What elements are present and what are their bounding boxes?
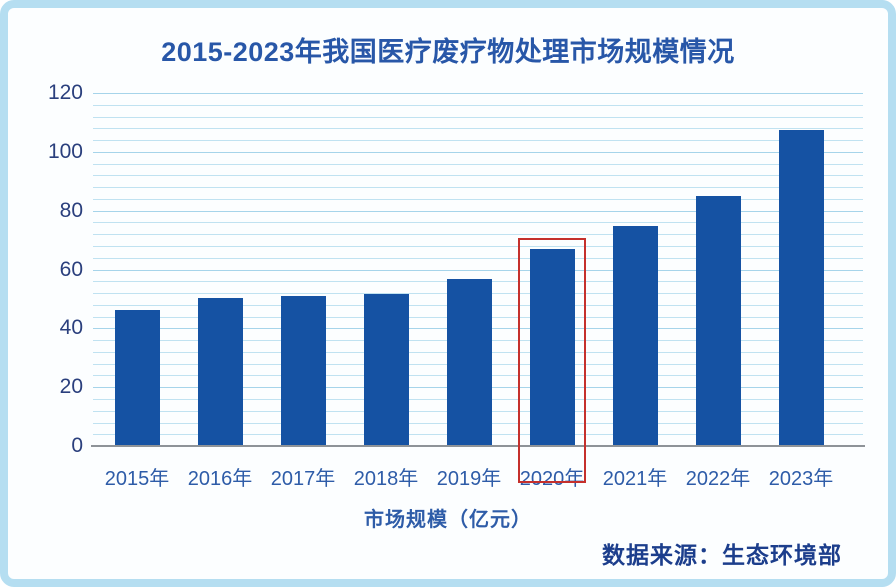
gridline (93, 198, 863, 200)
gridline (93, 163, 863, 165)
y-tick-label: 80 (59, 198, 83, 222)
bar-2020年 (529, 249, 575, 445)
x-tick-label: 2020年 (519, 468, 585, 490)
y-tick-label: 40 (59, 316, 83, 340)
y-tick-label: 100 (47, 139, 83, 163)
x-tick-label: 2019年 (436, 468, 502, 490)
data-source-note: 数据来源：生态环境部 (602, 542, 842, 568)
bar-2021年 (612, 225, 658, 445)
x-tick-label: 2021年 (602, 468, 668, 490)
x-tick-label: 2015年 (104, 468, 170, 490)
x-tick-label: 2022年 (685, 468, 751, 490)
x-tick-label: 2023年 (768, 468, 834, 490)
highlight-box-2020年 (518, 238, 586, 483)
y-tick-label: 20 (59, 375, 83, 399)
bar-2015年 (114, 309, 160, 445)
x-tick-label: 2017年 (270, 468, 336, 490)
bar-2022年 (695, 196, 741, 445)
chart-title: 2015-2023年我国医疗废疗物处理市场规模情况 (161, 37, 735, 67)
bar-2018年 (363, 293, 409, 445)
gridline (93, 222, 863, 224)
gridline (93, 234, 863, 236)
x-tick-label: 2016年 (187, 468, 253, 490)
gridline (93, 269, 863, 271)
gridline (93, 116, 863, 118)
x-axis-title: 市场规模（亿元） (364, 509, 532, 531)
bar-2023年 (778, 130, 824, 445)
gridline (93, 187, 863, 189)
gridline (93, 128, 863, 130)
y-tick-label: 60 (59, 257, 83, 281)
y-tick-label: 120 (47, 81, 83, 104)
gridline (93, 104, 863, 106)
bar-2019年 (446, 278, 492, 445)
gridline (93, 151, 863, 153)
gridline (93, 257, 863, 259)
x-axis-line (91, 445, 865, 447)
gridline (93, 246, 863, 247)
gridline (93, 93, 863, 94)
gridline (93, 175, 863, 177)
x-tick-label: 2018年 (353, 468, 419, 490)
gridline (93, 140, 863, 142)
bar-2017年 (280, 296, 326, 445)
bar-chart-plot-area: 0 20 40 60 80 100 120 2015年 2016年 2017年 2018年 2019年… (48, 81, 865, 490)
y-tick-label: 0 (71, 434, 83, 457)
gridline (93, 210, 863, 212)
bar-2016年 (197, 297, 243, 445)
